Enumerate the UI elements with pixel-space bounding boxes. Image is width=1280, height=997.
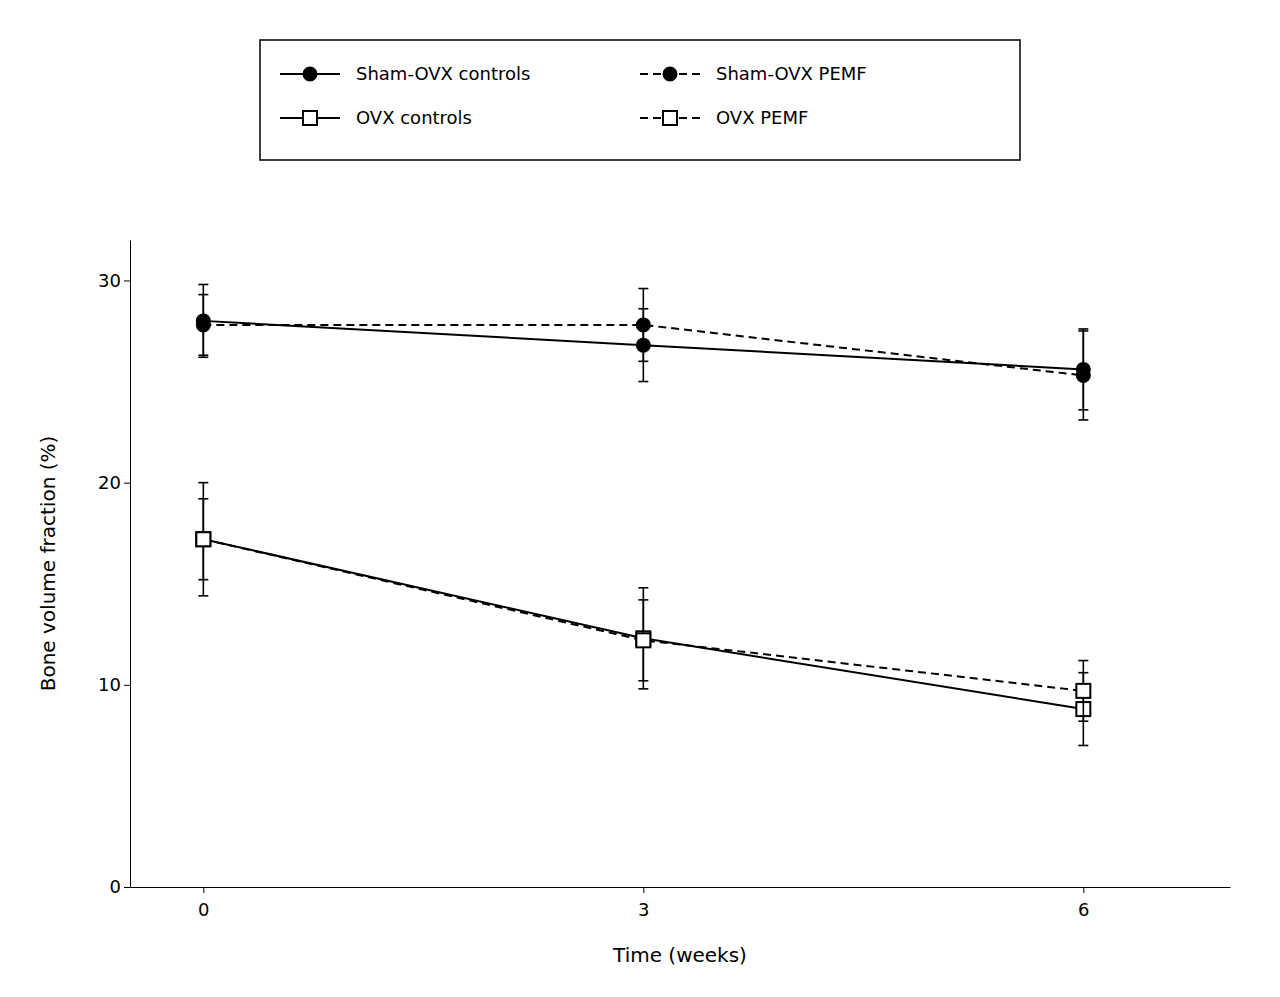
series [196,483,1090,746]
y-tick: 30 [98,270,130,291]
error-bar-cap [638,361,648,363]
legend-frame [260,40,1020,160]
x-tick-mark [1083,887,1084,893]
x-tick: 0 [198,887,209,920]
x-tick: 6 [1078,887,1089,920]
y-tick-mark [124,280,130,281]
y-tick-mark [124,685,130,686]
y-tick-label: 0 [110,876,121,897]
x-axis: 0 3 6 [131,887,1231,920]
series [197,284,1090,409]
marks [196,284,1090,745]
x-tick-label: 6 [1078,899,1089,920]
legend-entry: Sham-OVX controls [280,63,530,84]
legend-entry: OVX PEMF [640,107,808,128]
legend-swatch-marker [663,111,677,125]
error-bar-cap [638,599,648,601]
legend-label: Sham-OVX PEMF [716,63,867,84]
chart: 0 3 6 0 10 20 30 Time (weeks) Bone volume fracti… [0,0,1280,997]
y-tick: 0 [110,876,130,897]
data-point [197,318,210,331]
x-tick-mark [643,887,644,893]
error-bar-cap [198,354,208,356]
y-tick-label: 30 [98,270,121,291]
y-tick-label: 20 [98,472,121,493]
legend: Sham-OVX controls Sham-OVX PEMF OVX contro… [260,40,1020,160]
x-axis-line [131,887,1231,888]
legend-swatch-marker [664,68,677,81]
y-axis-title: Bone volume fraction (%) [36,436,60,692]
y-tick-label: 10 [98,674,121,695]
y-tick: 10 [98,674,130,695]
error-bar-cap [198,294,208,296]
x-tick-mark [203,887,204,893]
plot-area: 0 3 6 0 10 20 30 [98,241,1230,920]
y-tick-mark [124,483,130,484]
x-tick-label: 0 [198,899,209,920]
legend-label: Sham-OVX controls [356,63,530,84]
series [196,499,1090,721]
legend-entry: OVX controls [280,107,472,128]
error-bar-cap [198,579,208,581]
legend-entry: Sham-OVX PEMF [640,63,867,84]
error-bar-cap [198,356,208,358]
y-tick-mark [124,887,130,888]
legend-swatch-marker [303,111,317,125]
x-tick-label: 3 [638,899,649,920]
error-bar-cap [638,688,648,690]
error-bar-cap [198,498,208,500]
error-bar-cap [1078,720,1088,722]
x-axis-title: Time (weeks) [612,943,747,967]
data-point [1076,684,1090,698]
series [197,289,1090,420]
y-tick: 20 [98,472,130,493]
error-bar-cap [638,587,648,589]
error-bar-cap [1078,419,1088,421]
y-axis-line [130,241,131,888]
data-point [637,318,650,331]
series-line [203,539,1083,691]
legend-swatch-marker [304,68,317,81]
data-point [196,532,210,546]
legend-label: OVX PEMF [716,107,808,128]
error-bar-cap [638,680,648,682]
data-point [196,532,210,546]
error-bar-cap [638,288,648,290]
series-line [203,325,1083,376]
y-axis: 0 10 20 30 [98,241,130,898]
error-bar-cap [1078,745,1088,747]
data-point [1077,369,1090,382]
error-bar-cap [198,284,208,286]
legend-label: OVX controls [356,107,472,128]
error-bar-cap [1078,330,1088,332]
x-tick: 3 [638,887,649,920]
series-line [203,539,1083,709]
error-bar-cap [198,482,208,484]
error-bar-cap [1078,660,1088,662]
error-bar-cap [638,381,648,383]
data-point [636,633,650,647]
error-bar-cap [198,595,208,597]
error-bar-cap [1078,328,1088,330]
